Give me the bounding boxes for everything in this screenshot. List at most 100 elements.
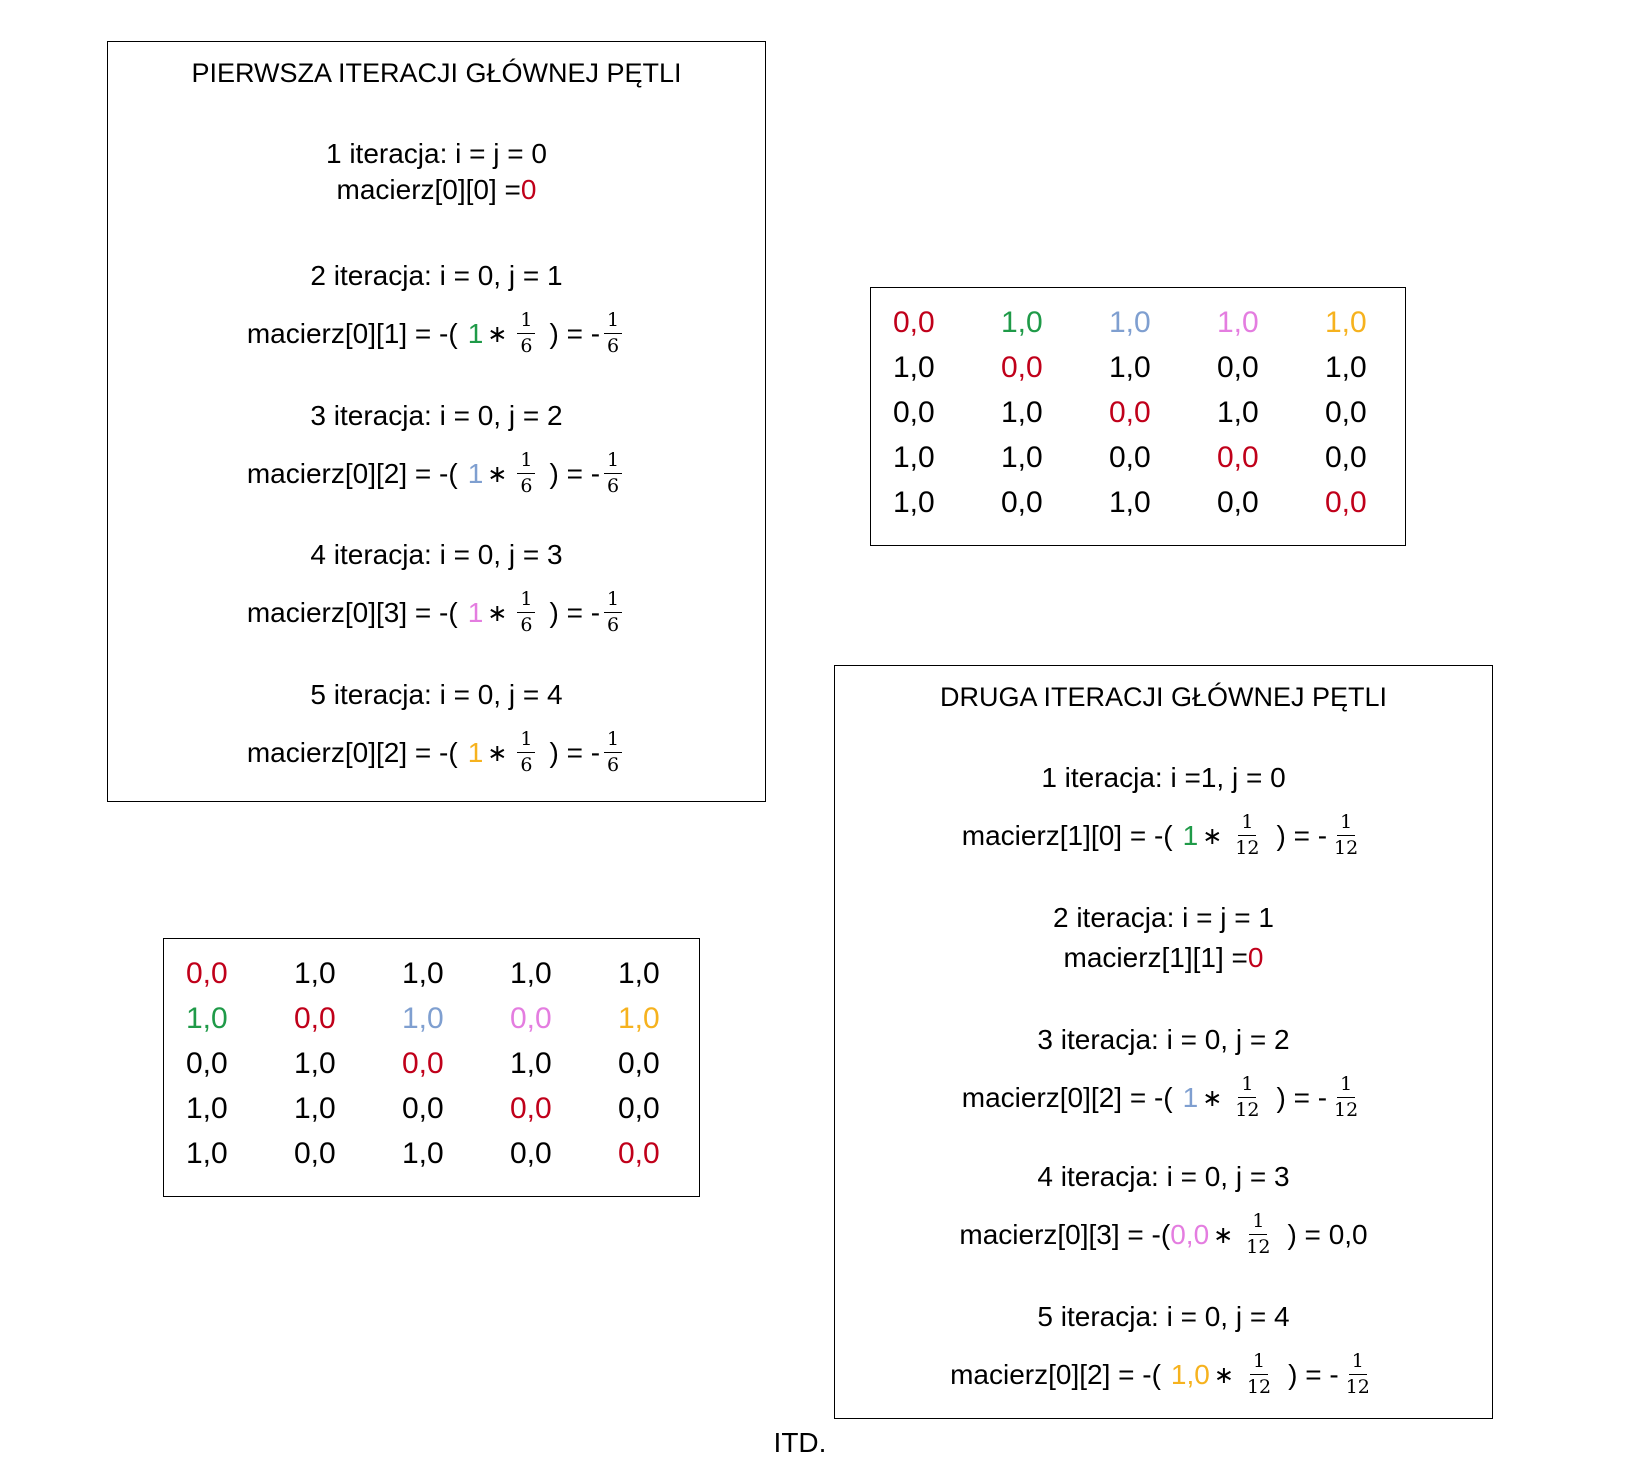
iteration-header: 5 iteracja: i = 0, j = 4 [1037, 1301, 1290, 1332]
highlighted-value: 0,0 [1170, 1219, 1210, 1250]
matrix-cell: 1,0 [402, 1137, 444, 1170]
expression-result: ) = - [1288, 1359, 1339, 1390]
matrix-after-second-iteration: 0,0 1,0 1,0 1,0 1,0 1,0 0,0 1,0 0,0 1,0 0,0 1,0 0,0 1… [163, 938, 700, 1197]
matrix-cell: 1,0 [893, 486, 935, 519]
fraction-numerator: 1 [1250, 1350, 1269, 1375]
fraction-denominator: 6 [520, 614, 533, 636]
matrix-cell: 0,0 [618, 1047, 660, 1080]
fraction-denominator: 6 [520, 335, 533, 357]
fraction-numerator: 1 [1337, 811, 1356, 836]
fraction-denominator: 6 [520, 475, 533, 497]
iteration-expression: macierz[0][3] = -(0,0 ∗ 1 12) = 0,0 [835, 1203, 1492, 1267]
expression-lhs: macierz[1][0] = -( [961, 820, 1173, 851]
fraction-numerator: 1 [517, 588, 536, 613]
fraction: 1 12 [1232, 1073, 1262, 1122]
expression-lhs: macierz[0][2] = -( [950, 1359, 1161, 1390]
matrix-cell: 1,0 [510, 957, 552, 990]
matrix-cell: 0,0 [618, 1092, 660, 1125]
expression-result: ) = - [549, 458, 601, 489]
matrix-cell: 1,0 [186, 1092, 228, 1125]
highlighted-value: 1 [467, 318, 484, 349]
iteration-header: 3 iteracja: i = 0, j = 2 [310, 400, 563, 431]
expression-lhs: macierz[0][3] = -( [246, 597, 458, 628]
expression-result: ) = 0,0 [1287, 1219, 1368, 1250]
fraction-denominator: 12 [1334, 837, 1359, 859]
highlighted-value: 0 [520, 174, 537, 205]
iteration-expression: macierz[1][1] = 0 [835, 940, 1492, 976]
fraction-denominator: 6 [607, 754, 620, 776]
matrix-cell: 1,0 [294, 957, 336, 990]
matrix-cell: 1,0 [1001, 441, 1043, 474]
matrix-cell: 0,0 [510, 1092, 552, 1125]
matrix-cell: 0,0 [1325, 396, 1367, 429]
expression-lhs: macierz[0][2] = -( [961, 1082, 1173, 1113]
iteration-expression: macierz[0][2] = -(1 ∗ 1 12) = -1 12 [835, 1066, 1492, 1130]
matrix-cell: 1,0 [1325, 306, 1367, 339]
matrix-cell: 1,0 [618, 1002, 660, 1035]
iteration-header: 5 iteracja: i = 0, j = 4 [310, 679, 563, 710]
multiply-sign: ∗ [1213, 1221, 1234, 1249]
expression-result: ) = - [549, 597, 601, 628]
matrix-cell: 1,0 [1217, 306, 1259, 339]
fraction-denominator: 12 [1334, 1099, 1359, 1121]
fraction-numerator: 1 [604, 588, 623, 613]
fraction-numerator: 1 [604, 309, 623, 334]
highlighted-value: 1 [1182, 1082, 1199, 1113]
expression-lhs: macierz[0][2] = -( [246, 737, 458, 768]
expression-lhs: macierz[0][3] = -( [959, 1219, 1171, 1250]
matrix-cell: 1,0 [1109, 486, 1151, 519]
highlighted-value: 1 [1182, 820, 1199, 851]
first-iteration-box: PIERWSZA ITERACJI GŁÓWNEJ PĘTLI 1 iterac… [107, 41, 766, 802]
multiply-sign: ∗ [1213, 1361, 1234, 1389]
matrix-cell: 1,0 [186, 1002, 228, 1035]
fraction-denominator: 12 [1345, 1376, 1370, 1398]
result-fraction: 1 12 [1343, 1350, 1373, 1399]
iteration-header: 2 iteracja: i = j = 1 [1052, 902, 1274, 933]
fraction-denominator: 12 [1235, 1099, 1260, 1121]
matrix-grid: 0,0 1,0 1,0 1,0 1,0 1,0 0,0 1,0 0,0 1,0 0,0 1,0 0,0 1… [893, 300, 1433, 525]
highlighted-value: 1 [467, 737, 484, 768]
matrix-cell: 1,0 [618, 957, 660, 990]
fraction: 1 12 [1244, 1350, 1274, 1399]
matrix-cell: 0,0 [1325, 486, 1367, 519]
fraction-numerator: 1 [517, 728, 536, 753]
second-iteration-title: DRUGA ITERACJI GŁÓWNEJ PĘTLI [939, 682, 1388, 712]
fraction-denominator: 6 [607, 335, 620, 357]
fraction-numerator: 1 [517, 309, 536, 334]
iteration-expression: macierz[0][0] = 0 [108, 172, 765, 208]
matrix-cell: 0,0 [1109, 396, 1151, 429]
second-iteration-box: DRUGA ITERACJI GŁÓWNEJ PĘTLI 1 iteracja:… [834, 665, 1493, 1419]
matrix-cell: 0,0 [1217, 441, 1259, 474]
matrix-cell: 0,0 [893, 396, 935, 429]
matrix-cell: 0,0 [1217, 486, 1259, 519]
highlighted-value: 1,0 [1170, 1359, 1210, 1390]
iteration-header: 4 iteracja: i = 0, j = 3 [310, 539, 563, 570]
fraction-numerator: 1 [517, 449, 536, 474]
fraction-numerator: 1 [1348, 1350, 1367, 1375]
matrix-cell: 0,0 [294, 1002, 336, 1035]
expression-result: ) = - [549, 318, 601, 349]
matrix-after-first-iteration: 0,0 1,0 1,0 1,0 1,0 1,0 0,0 1,0 0,0 1,0 0,0 1,0 0,0 1… [870, 287, 1406, 546]
multiply-sign: ∗ [1202, 822, 1223, 850]
fraction-denominator: 12 [1246, 1376, 1272, 1398]
iteration-expression: macierz[1][0] = -(1 ∗ 1 12) = -1 12 [835, 804, 1492, 868]
matrix-cell: 1,0 [893, 441, 935, 474]
expression-result: ) = - [549, 737, 601, 768]
fraction-numerator: 1 [604, 728, 623, 753]
matrix-cell: 1,0 [294, 1047, 336, 1080]
matrix-cell: 1,0 [1109, 306, 1151, 339]
fraction-denominator: 6 [607, 614, 620, 636]
iteration-header: 4 iteracja: i = 0, j = 3 [1037, 1161, 1290, 1192]
result-fraction: 1 12 [1331, 1073, 1361, 1122]
matrix-cell: 0,0 [186, 957, 228, 990]
matrix-cell: 1,0 [186, 1137, 228, 1170]
iteration-header: 3 iteracja: i = 0, j = 2 [1037, 1024, 1290, 1055]
